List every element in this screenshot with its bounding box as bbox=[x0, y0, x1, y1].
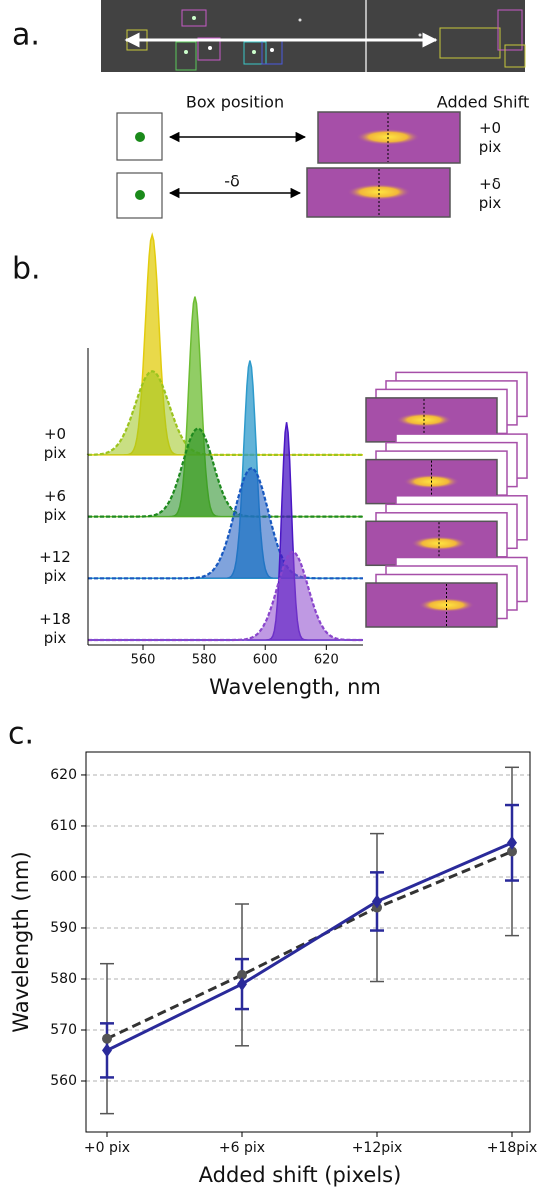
peak bbox=[88, 232, 363, 456]
y-tick-label: 620 bbox=[50, 767, 77, 783]
series-label: +18 pix bbox=[39, 610, 71, 647]
shift-label: +δ pix bbox=[478, 175, 502, 212]
image-stack bbox=[365, 433, 528, 505]
marker bbox=[102, 1043, 112, 1058]
panel-label: c. bbox=[8, 717, 34, 752]
x-tick-label: 560 bbox=[131, 653, 156, 668]
x-tick-label: 600 bbox=[253, 653, 278, 668]
image-stack bbox=[365, 556, 528, 628]
plot-frame bbox=[85, 751, 531, 1133]
fit-peak bbox=[88, 427, 363, 518]
series-label: +0 pix bbox=[43, 424, 67, 462]
y-tick-label: 580 bbox=[50, 971, 77, 987]
marker bbox=[372, 894, 382, 909]
fit-peak bbox=[88, 467, 363, 580]
box-position-label: Box position bbox=[186, 93, 284, 112]
fit-peak bbox=[88, 550, 363, 642]
x-axis-label: Added shift (pixels) bbox=[199, 1163, 402, 1187]
series-label: +6 pix bbox=[43, 486, 67, 524]
marker bbox=[507, 846, 517, 857]
panel-label: b. bbox=[12, 252, 41, 287]
series-label: +12 pix bbox=[39, 548, 71, 586]
peak bbox=[88, 296, 363, 518]
y-tick-label: 590 bbox=[50, 920, 77, 936]
marker bbox=[507, 835, 517, 850]
y-tick-label: 600 bbox=[50, 869, 77, 885]
x-axis-label: Wavelength, nm bbox=[209, 675, 381, 699]
x-tick-label: 580 bbox=[192, 653, 217, 668]
y-tick-label: 560 bbox=[50, 1073, 77, 1089]
marker bbox=[102, 1033, 112, 1044]
y-tick-label: 610 bbox=[50, 818, 77, 834]
fit-peak bbox=[86, 370, 363, 456]
image-strip bbox=[101, 0, 526, 72]
added-shift-label: Added Shift bbox=[437, 93, 529, 112]
x-tick-label: +18pix bbox=[487, 1140, 538, 1156]
panel-label: a. bbox=[12, 18, 40, 53]
series-line bbox=[106, 850, 513, 1041]
x-tick-label: +12pix bbox=[352, 1140, 403, 1156]
y-axis-label: Wavelength (nm) bbox=[9, 851, 33, 1032]
marker bbox=[237, 977, 247, 992]
delta-label: -δ bbox=[224, 172, 240, 191]
x-tick-label: +0 pix bbox=[84, 1140, 130, 1156]
y-tick-label: 570 bbox=[50, 1022, 77, 1038]
image-stack bbox=[365, 371, 528, 443]
marker bbox=[237, 969, 247, 980]
image-stack bbox=[365, 495, 528, 567]
x-tick-label: +6 pix bbox=[219, 1140, 265, 1156]
x-tick-label: 620 bbox=[314, 653, 339, 668]
series-line bbox=[106, 841, 513, 1052]
schematic bbox=[116, 111, 461, 219]
shift-label: +0 pix bbox=[478, 119, 502, 156]
